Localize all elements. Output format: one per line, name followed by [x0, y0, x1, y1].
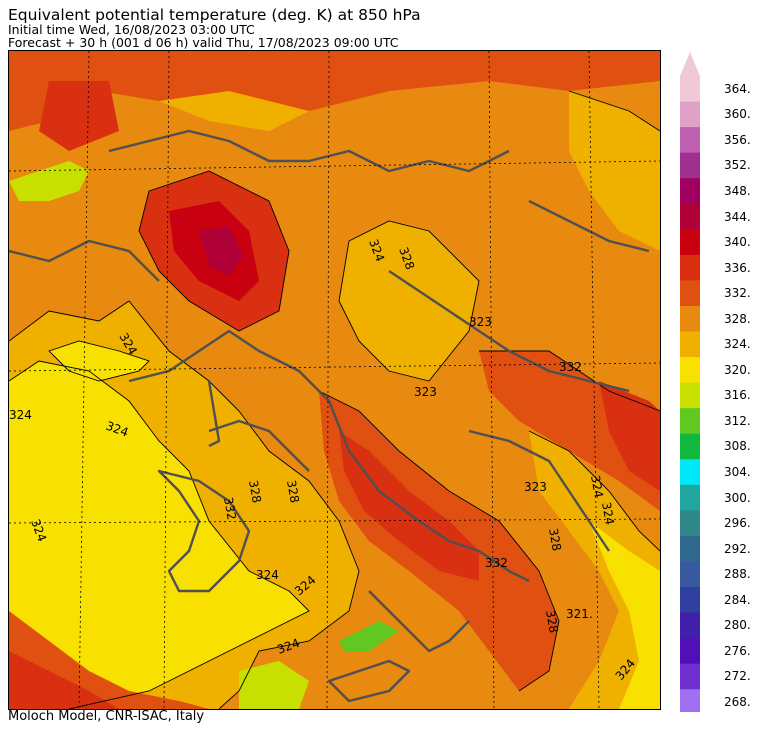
colorbar-tick-label: 288.	[724, 567, 751, 582]
contour-label: 323	[414, 385, 437, 399]
colorbar-swatch	[680, 52, 700, 102]
colorbar-swatch	[680, 663, 700, 690]
colorbar-swatch	[680, 510, 700, 537]
colorbar-swatch	[680, 101, 700, 128]
field-324-central	[339, 221, 479, 381]
colorbar-tick-label: 304.	[724, 465, 751, 480]
field-324-northeast	[569, 91, 660, 251]
colorbar-swatch	[680, 408, 700, 435]
colorbar-tick-label: 312.	[724, 413, 751, 428]
contour-label: 321.	[566, 607, 593, 621]
field-332-north	[9, 51, 660, 131]
colorbar-swatch	[680, 280, 700, 307]
colorbar-tick-label: 364.	[724, 81, 751, 96]
colorbar-swatch	[680, 152, 700, 179]
colorbar-swatch	[680, 203, 700, 230]
colorbar-swatch	[680, 459, 700, 486]
colorbar-swatch	[680, 689, 700, 712]
map-panel: 324 324 324 324 324 324 324 324 328 328 …	[8, 50, 661, 710]
field-332-east	[479, 351, 660, 511]
lat-lon-grid	[9, 51, 660, 709]
colorbar-swatch	[680, 178, 700, 205]
colorbar-swatch	[680, 433, 700, 460]
colorbar-swatch	[680, 331, 700, 358]
colorbar-tick-label: 340.	[724, 235, 751, 250]
field-336-southwest	[9, 651, 119, 709]
colorbar-tick-label: 276.	[724, 643, 751, 658]
colorbar-tick-label: 296.	[724, 516, 751, 531]
model-credit: Moloch Model, CNR-ISAC, Italy	[8, 709, 205, 724]
contour-label: 324	[9, 408, 32, 422]
colorbar-tick-label: 356.	[724, 132, 751, 147]
contour-lines	[9, 90, 660, 709]
field-336-east	[599, 381, 660, 491]
contour-label: 324	[256, 568, 279, 582]
field-312-south	[339, 621, 399, 651]
colorbar-tick-label: 332.	[724, 286, 751, 301]
forecast-valid-time: Forecast + 30 h (001 d 06 h) valid Thu, …	[8, 35, 399, 50]
colorbar-tick-label: 360.	[724, 107, 751, 122]
field-320-west	[9, 361, 309, 709]
contour-label: 323	[524, 480, 547, 494]
colorbar-swatch	[680, 561, 700, 588]
chart-title: Equivalent potential temperature (deg. K…	[8, 6, 421, 24]
field-316-northwest	[9, 161, 89, 201]
contour-label: 328	[546, 527, 564, 552]
colorbar-swatch	[680, 229, 700, 256]
colorbar-tick-label: 324.	[724, 337, 751, 352]
contour-label: 328	[246, 479, 264, 504]
field-324-east	[529, 431, 660, 709]
contour-label: 324	[588, 474, 606, 499]
initial-time: Initial time Wed, 16/08/2023 03:00 UTC	[8, 22, 255, 37]
colorbar-tick-label: 300.	[724, 490, 751, 505]
colorbar-tick-label: 292.	[724, 541, 751, 556]
colorbar-swatch	[680, 127, 700, 154]
field-320-patch	[49, 341, 149, 381]
colorbar-swatch	[680, 638, 700, 665]
colorbar-tick-label: 280.	[724, 618, 751, 633]
colorbar-bar	[680, 52, 700, 712]
colorbar-swatch	[680, 254, 700, 281]
colorbar-tick-label: 344.	[724, 209, 751, 224]
colorbar-tick-label: 328.	[724, 311, 751, 326]
colorbar-tick-label: 336.	[724, 260, 751, 275]
contour-label: 323	[469, 315, 492, 329]
map-canvas: 324 324 324 324 324 324 324 324 328 328 …	[9, 51, 660, 709]
colorbar-tick-label: 316.	[724, 388, 751, 403]
colorbar-swatch	[680, 612, 700, 639]
field-336-ridge	[339, 431, 479, 581]
coastlines	[9, 129, 650, 703]
contour-label: 324	[599, 501, 617, 526]
colorbar-tick-label: 272.	[724, 669, 751, 684]
colorbar-tick-label: 352.	[724, 158, 751, 173]
field-336-northwest	[39, 81, 119, 151]
colorbar-swatch	[680, 357, 700, 384]
colorbar-tick-label: 348.	[724, 183, 751, 198]
colorbar-swatch	[680, 382, 700, 409]
field-324-north	[159, 91, 309, 131]
contour-label: 328	[284, 479, 302, 504]
colorbar-swatch	[680, 535, 700, 563]
contour-label: 332	[559, 360, 582, 374]
colorbar-swatch	[680, 305, 700, 333]
colorbar-tick-label: 308.	[724, 439, 751, 454]
colorbar-swatch	[680, 484, 700, 511]
contour-label: 332	[221, 496, 239, 521]
field-344-alps	[199, 226, 244, 276]
colorbar-tick-label: 268.	[724, 694, 751, 709]
field-320-east	[589, 521, 660, 709]
contour-label: 332	[485, 556, 508, 570]
colorbar: 364. 360. 356. 352. 348. 344. 340. 336. 332. 328.…	[678, 50, 758, 712]
colorbar-swatch	[680, 587, 700, 614]
colorbar-tick-label: 284.	[724, 592, 751, 607]
contour-label: 328	[543, 609, 561, 634]
field-316-south	[239, 661, 309, 709]
colorbar-tick-label: 320.	[724, 362, 751, 377]
